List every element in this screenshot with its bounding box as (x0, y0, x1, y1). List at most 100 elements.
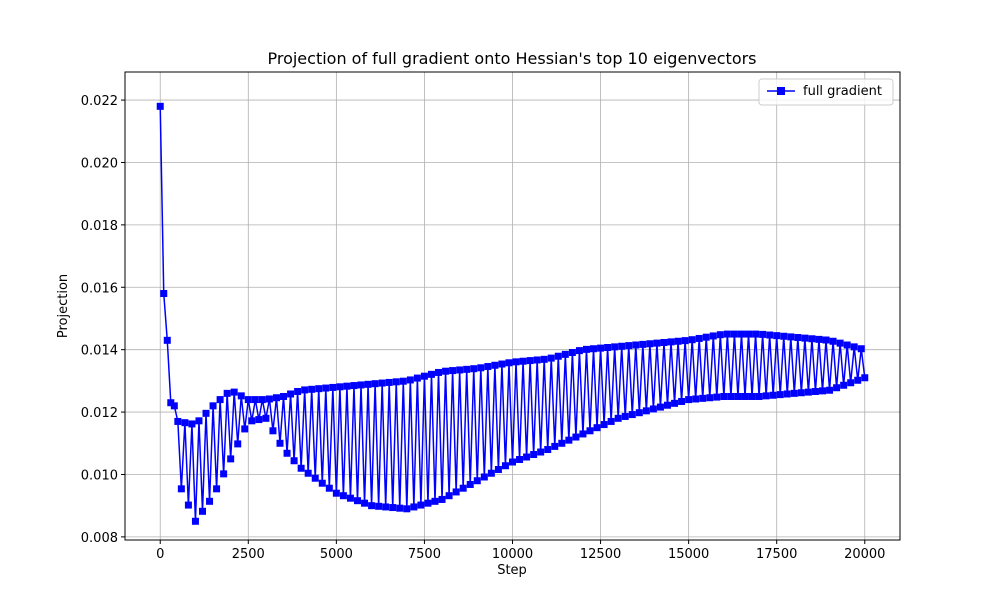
y-tick-label: 0.010 (81, 468, 118, 483)
data-point-marker (745, 330, 753, 338)
data-point-marker (804, 388, 812, 396)
data-point-marker (445, 492, 453, 500)
data-point-marker (509, 458, 516, 466)
data-point-marker (822, 336, 830, 344)
data-point-marker (364, 380, 372, 388)
data-point-marker (611, 343, 619, 351)
legend: full gradient (758, 78, 894, 106)
data-point-marker (396, 504, 404, 512)
data-point-marker (202, 409, 210, 417)
legend-box (758, 78, 894, 106)
x-tick-label: 2500 (232, 547, 265, 562)
data-point-marker (537, 448, 545, 456)
data-point-marker (427, 370, 435, 378)
data-point-marker (470, 365, 478, 373)
data-point-marker (516, 456, 524, 463)
data-point-marker (523, 453, 531, 461)
data-point-marker (727, 392, 735, 400)
data-point-marker (639, 340, 647, 348)
data-point-marker (681, 337, 689, 345)
data-point-marker (406, 376, 414, 384)
data-point-marker (163, 336, 171, 344)
data-point-marker (241, 425, 249, 433)
data-point-marker (653, 339, 661, 347)
data-point-marker (339, 492, 347, 500)
data-point-marker (582, 345, 590, 353)
data-point-marker (755, 392, 763, 400)
data-point-marker (547, 354, 555, 362)
data-point-marker (618, 342, 626, 350)
x-axis-label: Step (497, 563, 527, 578)
data-point-marker (438, 495, 446, 503)
data-point-marker (191, 517, 199, 525)
data-point-marker (431, 497, 439, 505)
data-point-marker (209, 402, 217, 410)
data-point-marker (262, 414, 270, 422)
data-point-marker (695, 334, 703, 342)
data-point-marker (854, 376, 862, 384)
data-point-marker (667, 338, 675, 346)
data-point-marker (586, 427, 594, 435)
data-point-marker (452, 488, 460, 496)
data-point-marker (174, 417, 182, 425)
data-point-marker (794, 334, 802, 342)
data-point-marker (234, 440, 242, 448)
data-point-marker (716, 331, 724, 339)
data-point-marker (258, 396, 266, 404)
data-point-marker (160, 290, 168, 298)
data-point-marker (227, 455, 235, 463)
data-point-marker (346, 494, 354, 502)
data-point-marker (713, 393, 721, 401)
data-point-marker (723, 330, 731, 338)
data-point-marker (843, 341, 851, 349)
data-point-marker (480, 473, 488, 481)
data-point-marker (773, 332, 781, 340)
data-point-marker (847, 379, 855, 387)
legend-label: full gradient (803, 84, 882, 99)
data-point-marker (255, 416, 263, 424)
data-point-marker (505, 359, 513, 367)
data-point-marker (783, 390, 791, 398)
data-point-marker (660, 339, 668, 346)
data-point-marker (199, 507, 206, 515)
data-point-marker (484, 363, 492, 371)
data-point-marker (244, 396, 252, 404)
data-point-marker (283, 449, 291, 457)
legend-marker-swatch (777, 87, 785, 95)
data-point-marker (635, 409, 643, 417)
data-point-marker (463, 365, 471, 373)
y-axis-ticks: 0.008 0.010 0.012 0.014 0.016 0.018 0.020 0.022 (81, 94, 125, 546)
data-point-marker (389, 504, 397, 512)
data-point-marker (776, 391, 784, 399)
data-point-marker (170, 402, 178, 410)
data-point-marker (290, 457, 298, 465)
data-point-marker (213, 485, 221, 493)
data-point-marker (329, 383, 337, 391)
data-point-marker (442, 367, 450, 375)
data-point-marker (780, 332, 788, 340)
data-point-marker (590, 345, 598, 353)
x-tick-label: 0 (156, 547, 164, 562)
data-point-marker (237, 392, 245, 400)
data-point-marker (632, 341, 640, 349)
x-tick-label: 5000 (320, 547, 353, 562)
data-point-marker (382, 503, 390, 511)
data-point-marker (752, 330, 760, 338)
data-point-marker (709, 332, 717, 340)
data-point-marker (699, 394, 707, 402)
data-point-marker (829, 337, 837, 345)
data-point-marker (519, 357, 527, 365)
data-point-marker (156, 102, 164, 110)
data-point-marker (206, 497, 214, 505)
data-point-marker (671, 399, 679, 407)
x-tick-label: 12500 (580, 547, 621, 562)
data-point-marker (811, 387, 819, 395)
data-point-marker (272, 394, 280, 402)
data-point-marker (685, 396, 693, 404)
data-point-marker (720, 392, 728, 400)
data-point-marker (815, 335, 823, 343)
data-point-marker (826, 386, 834, 394)
data-point-marker (269, 427, 277, 435)
data-point-marker (625, 342, 633, 350)
data-point-marker (621, 412, 629, 420)
